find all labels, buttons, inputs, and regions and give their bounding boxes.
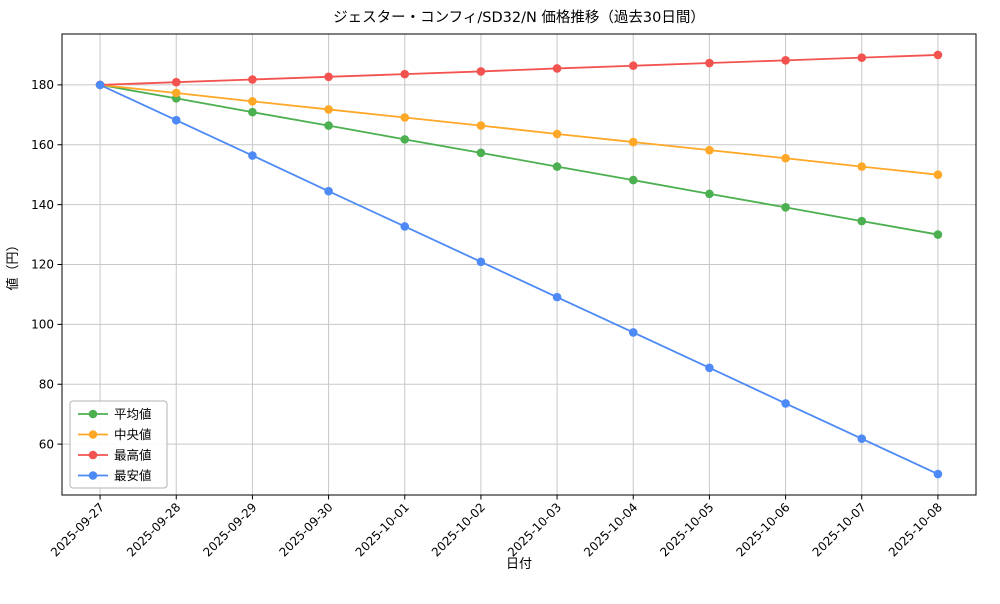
x-tick-label: 2025-10-07 — [810, 500, 869, 559]
data-point-marker — [552, 162, 562, 171]
data-point-marker — [628, 61, 638, 71]
data-point-marker — [476, 121, 486, 130]
series-median-path — [99, 83, 939, 176]
data-point-marker — [628, 328, 638, 337]
y-tick-label: 120 — [31, 258, 54, 272]
data-point-marker — [857, 216, 867, 226]
chart-title: ジェスター・コンフィ/SD32/N 価格推移（過去30日間） — [333, 9, 705, 26]
data-point-marker — [324, 186, 333, 196]
legend-marker — [88, 471, 98, 480]
data-point-marker — [628, 175, 638, 185]
data-point-marker — [476, 148, 486, 158]
x-tick-label: 2025-10-01 — [353, 500, 412, 559]
series-low-line — [95, 80, 943, 479]
legend-label: 最安値 — [114, 468, 152, 483]
data-point-marker — [552, 292, 562, 302]
data-point-marker — [857, 434, 867, 444]
data-point-marker — [781, 399, 790, 408]
data-point-marker — [324, 105, 333, 114]
data-point-marker — [933, 170, 943, 179]
data-point-marker — [705, 58, 714, 68]
data-point-marker — [95, 80, 105, 90]
legend-marker — [88, 409, 98, 419]
data-point-marker — [857, 53, 867, 62]
data-point-marker — [171, 88, 181, 98]
x-tick-label: 2025-09-28 — [124, 500, 183, 559]
y-tick-label: 180 — [31, 78, 54, 92]
data-point-marker — [781, 153, 790, 163]
y-tick-label: 60 — [39, 437, 54, 451]
data-point-marker — [171, 115, 181, 125]
y-tick-label: 140 — [31, 198, 54, 212]
series-high-line — [95, 50, 943, 90]
x-tick-label: 2025-10-04 — [581, 500, 640, 559]
x-tick-label: 2025-10-05 — [657, 500, 716, 559]
data-point-marker — [781, 56, 790, 65]
data-point-marker — [705, 145, 714, 155]
data-point-marker — [628, 137, 638, 147]
x-tick-label: 2025-10-08 — [886, 500, 945, 559]
x-tick-label: 2025-09-27 — [48, 500, 107, 559]
legend-entry-average: 平均値 — [78, 406, 152, 421]
data-point-marker — [552, 64, 562, 73]
legend-box — [69, 400, 168, 489]
legend-entry-median: 中央値 — [78, 427, 152, 442]
data-point-marker — [400, 113, 410, 122]
data-point-marker — [857, 162, 867, 171]
data-point-marker — [933, 50, 943, 60]
data-point-marker — [171, 77, 181, 87]
data-point-marker — [705, 189, 714, 199]
x-tick-label: 2025-10-02 — [429, 500, 488, 559]
series-average-path — [99, 84, 939, 236]
data-point-marker — [324, 121, 333, 130]
x-axis-label: 日付 — [506, 557, 532, 572]
data-point-marker — [324, 72, 333, 82]
data-point-marker — [248, 97, 257, 106]
data-point-marker — [400, 222, 410, 231]
legend-marker — [88, 450, 98, 460]
x-tick-label: 2025-09-30 — [276, 500, 335, 559]
data-point-marker — [781, 203, 790, 212]
x-tick-label: 2025-10-06 — [733, 500, 792, 559]
legend-label: 中央値 — [114, 427, 152, 442]
x-tick-label: 2025-10-03 — [505, 500, 564, 559]
data-point-marker — [933, 469, 943, 479]
data-point-marker — [248, 151, 257, 160]
data-point-marker — [552, 129, 562, 139]
legend-marker — [88, 430, 98, 439]
series-low-path — [99, 84, 939, 475]
data-point-marker — [705, 363, 714, 373]
data-point-marker — [476, 257, 486, 267]
x-tick-label: 2025-09-29 — [200, 500, 259, 559]
y-tick-label: 160 — [31, 138, 54, 152]
y-tick-label: 80 — [39, 377, 54, 391]
legend-entry-low: 最安値 — [78, 468, 152, 483]
data-point-marker — [933, 230, 943, 239]
series-high-path — [100, 54, 938, 86]
legend-label: 最高値 — [114, 447, 152, 462]
data-point-marker — [400, 69, 410, 79]
legend-entry-high: 最高値 — [78, 447, 152, 462]
data-point-marker — [400, 135, 410, 144]
y-axis-label: 値（円） — [5, 238, 21, 290]
y-tick-label: 100 — [31, 318, 54, 332]
data-point-marker — [248, 75, 257, 84]
legend-label: 平均値 — [114, 406, 152, 421]
data-point-marker — [476, 67, 486, 76]
data-point-marker — [248, 107, 257, 117]
